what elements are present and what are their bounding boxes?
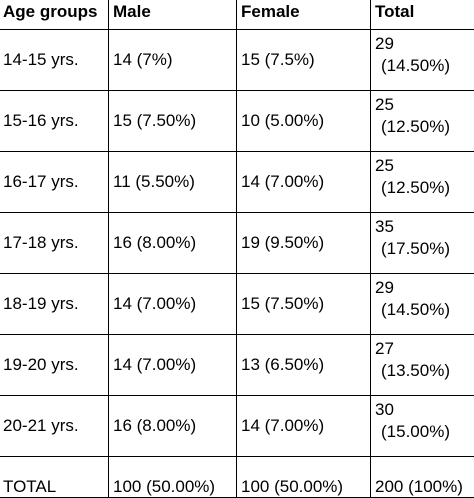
table-row: 18-19 yrs. 14 (7.00%) 15 (7.50%) 29 (14.… <box>0 274 474 335</box>
male-cell: 14 (7.00%) <box>109 335 237 396</box>
grand-total-label: TOTAL <box>0 457 109 498</box>
total-cell: 30 (15.00%) <box>371 396 474 457</box>
total-count: 35 <box>375 216 474 238</box>
grand-total-male: 100 (50.00%) <box>109 457 237 498</box>
total-percent: (15.00%) <box>375 421 474 443</box>
female-cell: 19 (9.50%) <box>237 213 371 274</box>
table-row: 16-17 yrs. 11 (5.50%) 14 (7.00%) 25 (12.… <box>0 152 474 213</box>
female-cell: 10 (5.00%) <box>237 91 371 152</box>
total-count: 29 <box>375 277 474 299</box>
header-male: Male <box>109 0 237 30</box>
female-cell: 15 (7.5%) <box>237 30 371 91</box>
total-percent: (14.50%) <box>375 299 474 321</box>
table-row: 20-21 yrs. 16 (8.00%) 14 (7.00%) 30 (15.… <box>0 396 474 457</box>
grand-total-female: 100 (50.00%) <box>237 457 371 498</box>
table-row: 19-20 yrs. 14 (7.00%) 13 (6.50%) 27 (13.… <box>0 335 474 396</box>
age-group-cell: 16-17 yrs. <box>0 152 109 213</box>
age-group-cell: 14-15 yrs. <box>0 30 109 91</box>
male-cell: 11 (5.50%) <box>109 152 237 213</box>
age-group-cell: 18-19 yrs. <box>0 274 109 335</box>
male-cell: 15 (7.50%) <box>109 91 237 152</box>
age-group-cell: 15-16 yrs. <box>0 91 109 152</box>
total-percent: (12.50%) <box>375 116 474 138</box>
header-row: Age groups Male Female Total <box>0 0 474 30</box>
table-row: 14-15 yrs. 14 (7%) 15 (7.5%) 29 (14.50%) <box>0 30 474 91</box>
total-percent: (12.50%) <box>375 177 474 199</box>
male-cell: 14 (7%) <box>109 30 237 91</box>
total-cell: 25 (12.50%) <box>371 152 474 213</box>
total-cell: 35 (17.50%) <box>371 213 474 274</box>
total-count: 29 <box>375 33 474 55</box>
table-row: 17-18 yrs. 16 (8.00%) 19 (9.50%) 35 (17.… <box>0 213 474 274</box>
total-percent: (13.50%) <box>375 360 474 382</box>
table-row: 15-16 yrs. 15 (7.50%) 10 (5.00%) 25 (12.… <box>0 91 474 152</box>
grand-total-row: TOTAL 100 (50.00%) 100 (50.00%) 200 (100… <box>0 457 474 498</box>
male-cell: 14 (7.00%) <box>109 274 237 335</box>
female-cell: 15 (7.50%) <box>237 274 371 335</box>
age-group-cell: 19-20 yrs. <box>0 335 109 396</box>
total-percent: (14.50%) <box>375 55 474 77</box>
age-group-cell: 20-21 yrs. <box>0 396 109 457</box>
total-count: 25 <box>375 155 474 177</box>
female-cell: 14 (7.00%) <box>237 152 371 213</box>
header-age-groups: Age groups <box>0 0 109 30</box>
total-cell: 29 (14.50%) <box>371 30 474 91</box>
total-cell: 27 (13.50%) <box>371 335 474 396</box>
male-cell: 16 (8.00%) <box>109 213 237 274</box>
grand-total-total: 200 (100%) <box>371 457 474 498</box>
total-count: 27 <box>375 338 474 360</box>
total-cell: 25 (12.50%) <box>371 91 474 152</box>
header-female: Female <box>237 0 371 30</box>
total-cell: 29 (14.50%) <box>371 274 474 335</box>
header-total: Total <box>371 0 474 30</box>
female-cell: 13 (6.50%) <box>237 335 371 396</box>
total-percent: (17.50%) <box>375 238 474 260</box>
female-cell: 14 (7.00%) <box>237 396 371 457</box>
male-cell: 16 (8.00%) <box>109 396 237 457</box>
total-count: 25 <box>375 94 474 116</box>
total-count: 30 <box>375 399 474 421</box>
age-group-cell: 17-18 yrs. <box>0 213 109 274</box>
